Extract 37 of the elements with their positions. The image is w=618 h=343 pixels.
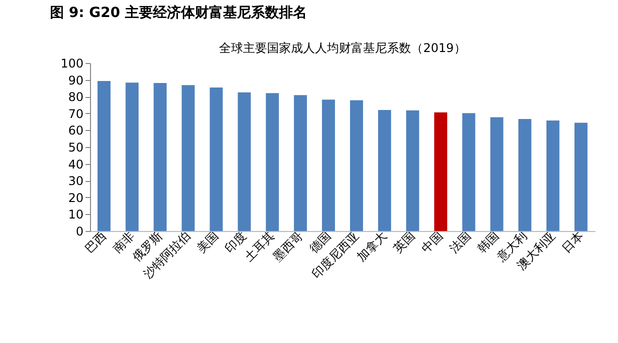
bar bbox=[406, 110, 420, 231]
bar bbox=[322, 100, 335, 231]
y-tick-label: 10 bbox=[68, 208, 84, 222]
x-tick-label: 美国 bbox=[194, 228, 222, 256]
y-tick-label: 20 bbox=[68, 190, 84, 205]
bar bbox=[154, 82, 167, 231]
x-tick-label: 巴西 bbox=[82, 228, 109, 256]
bar bbox=[210, 88, 223, 231]
x-tick-label: 英国 bbox=[390, 228, 418, 256]
bar bbox=[126, 82, 139, 231]
bar bbox=[546, 120, 560, 231]
chart-title: 图 9: G20 主要经济体财富基尼系数排名 bbox=[50, 4, 307, 21]
y-tick-label: 40 bbox=[68, 157, 84, 172]
y-tick-label: 50 bbox=[68, 140, 84, 154]
bar bbox=[574, 122, 588, 231]
x-tick-label: 日本 bbox=[559, 228, 586, 256]
y-tick-label: 90 bbox=[68, 73, 84, 88]
bar bbox=[490, 117, 504, 231]
y-tick-label: 60 bbox=[68, 124, 84, 138]
bar bbox=[266, 93, 279, 231]
x-tick-label: 中国 bbox=[418, 228, 446, 256]
y-tick-label: 70 bbox=[68, 106, 84, 121]
bar bbox=[518, 118, 532, 231]
bar bbox=[98, 80, 111, 231]
y-tick-label: 0 bbox=[76, 224, 84, 238]
y-tick-label: 80 bbox=[68, 90, 84, 104]
bar bbox=[238, 92, 251, 231]
bar bbox=[182, 85, 195, 231]
bar bbox=[462, 113, 476, 231]
y-tick-label: 100 bbox=[60, 56, 84, 70]
chart-subtitle: 全球主要国家成人人均财富基尼系数（2019） bbox=[219, 41, 466, 55]
bar bbox=[434, 112, 448, 231]
bar bbox=[378, 110, 392, 231]
bar bbox=[350, 100, 364, 231]
x-tick-label: 法国 bbox=[446, 228, 474, 256]
y-tick-label: 30 bbox=[68, 174, 84, 188]
bar bbox=[294, 95, 307, 231]
